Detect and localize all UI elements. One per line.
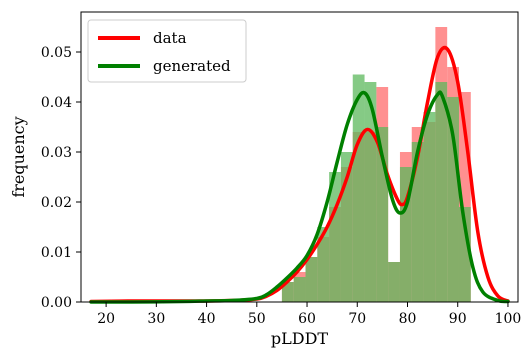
x-tick-label: 40 <box>198 311 216 327</box>
y-tick-label: 0.04 <box>41 95 72 111</box>
y-axis-ticks: 0.00 0.01 0.02 0.03 0.04 0.05 <box>41 45 81 311</box>
y-tick-label: 0.01 <box>41 245 72 261</box>
x-tick-label: 90 <box>449 311 467 327</box>
bar-generated-14 <box>447 97 459 302</box>
x-tick-label: 50 <box>248 311 266 327</box>
histogram-bars <box>281 27 471 302</box>
x-tick-label: 70 <box>348 311 366 327</box>
x-tick-label: 60 <box>298 311 316 327</box>
legend: data generated <box>87 19 247 83</box>
bar-generated-12 <box>423 112 436 302</box>
x-axis-ticks: 20 30 40 50 60 70 80 90 100 <box>97 302 521 327</box>
x-tick-label: 80 <box>399 311 417 327</box>
legend-label-generated: generated <box>153 57 231 75</box>
bar-generated-9 <box>388 262 400 302</box>
bar-generated-3 <box>317 227 330 302</box>
bar-generated-11 <box>411 142 424 302</box>
bar-generated-10 <box>399 167 412 302</box>
y-axis-label: frequency <box>9 116 28 197</box>
y-tick-label: 0.00 <box>41 295 72 311</box>
bar-generated-4 <box>329 172 341 302</box>
bar-data-15 <box>458 92 471 302</box>
legend-label-data: data <box>153 29 187 47</box>
bar-generated-1 <box>293 277 306 302</box>
y-tick-label: 0.05 <box>41 45 72 61</box>
bar-generated-0 <box>281 282 294 302</box>
x-axis-label: pLDDT <box>271 329 329 348</box>
bar-generated-7 <box>364 82 377 302</box>
bar-generated-15 <box>458 207 471 302</box>
bar-generated-8 <box>376 127 389 302</box>
y-tick-label: 0.02 <box>41 195 72 211</box>
y-tick-label: 0.03 <box>41 145 72 161</box>
plot-frame <box>80 11 519 303</box>
x-tick-label: 30 <box>147 311 165 327</box>
bar-generated-13 <box>435 82 448 302</box>
kde-line-generated <box>89 90 510 304</box>
x-tick-label: 100 <box>495 311 522 327</box>
bar-generated-2 <box>305 257 318 302</box>
bar-generated-6 <box>352 74 365 302</box>
kde-curves <box>89 45 510 304</box>
x-tick-label: 20 <box>97 311 115 327</box>
bar-generated-5 <box>340 152 353 302</box>
